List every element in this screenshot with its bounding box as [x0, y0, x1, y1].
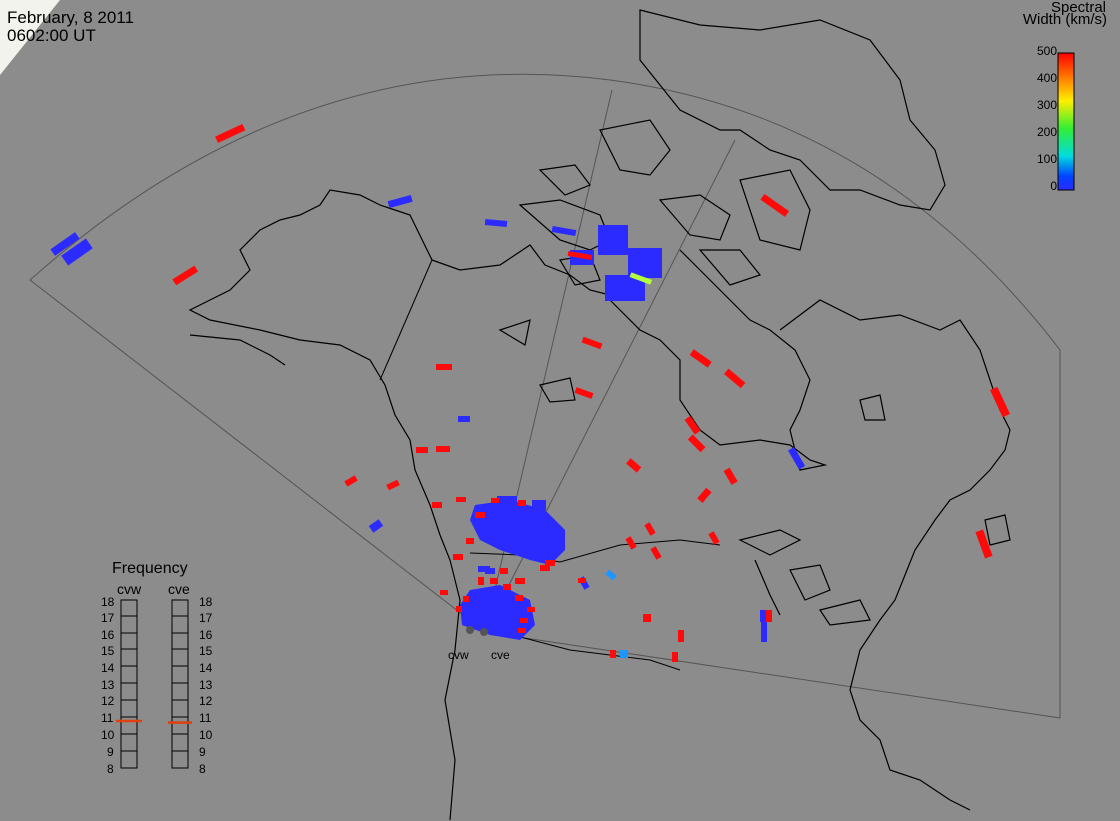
coastlines: [188, 9, 1011, 821]
radar-label-cve: cve: [168, 581, 190, 597]
freq-tick-left: 8: [107, 762, 114, 776]
colorbar-tick: 0: [1050, 179, 1057, 193]
colorbar-title-line2: Width (km/s): [1022, 11, 1107, 28]
colorbar-tick: 200: [1036, 125, 1057, 139]
colorbar-title-line1: Spectral: [1050, 0, 1106, 16]
freq-tick-right: 9: [199, 745, 206, 759]
date-label: February, 8 2011: [7, 8, 134, 27]
cvw-frequency-scale: [120, 599, 138, 769]
freq-tick-left: 18: [101, 595, 115, 609]
freq-tick-left: 14: [101, 661, 115, 675]
freq-tick-right: 18: [199, 595, 213, 609]
freq-tick-right: 11: [199, 711, 212, 725]
freq-tick-right: 17: [199, 611, 213, 625]
colorbar: [1057, 52, 1075, 191]
freq-tick-left: 13: [101, 678, 115, 692]
freq-tick-left: 16: [101, 628, 115, 642]
freq-tick-right: 13: [199, 678, 213, 692]
corner-artifact: [0, 0, 60, 75]
freq-tick-right: 12: [199, 694, 213, 708]
radar-sites: [466, 626, 488, 636]
cve-frequency-scale: [171, 599, 189, 769]
radar-echoes: [50, 123, 1010, 662]
colorbar-tick: 500: [1036, 44, 1057, 58]
freq-tick-right: 8: [199, 762, 206, 776]
freq-tick-left: 15: [101, 644, 115, 658]
time-label: 0602:00 UT: [7, 26, 96, 45]
site-label-cvw: cvw: [448, 648, 469, 662]
freq-tick-right: 16: [199, 628, 213, 642]
freq-tick-left: 9: [107, 745, 114, 759]
colorbar-tick: 400: [1036, 71, 1057, 85]
frequency-title: Frequency: [112, 560, 188, 577]
colorbar-tick: 100: [1036, 152, 1057, 166]
freq-tick-right: 10: [199, 728, 213, 742]
site-marker-cvw: [466, 626, 474, 634]
borders: [379, 259, 721, 671]
colorbar-tick: 300: [1036, 98, 1057, 112]
field-of-view: [29, 73, 1061, 719]
freq-tick-left: 11: [101, 711, 114, 725]
site-marker-cve: [480, 628, 488, 636]
radar-label-cvw: cvw: [117, 581, 142, 597]
site-label-cve: cve: [491, 648, 510, 662]
freq-tick-right: 15: [199, 644, 213, 658]
freq-tick-left: 10: [101, 728, 115, 742]
frequency-panel: [116, 599, 192, 769]
freq-tick-right: 14: [199, 661, 213, 675]
freq-tick-left: 12: [101, 694, 115, 708]
freq-tick-left: 17: [101, 611, 115, 625]
